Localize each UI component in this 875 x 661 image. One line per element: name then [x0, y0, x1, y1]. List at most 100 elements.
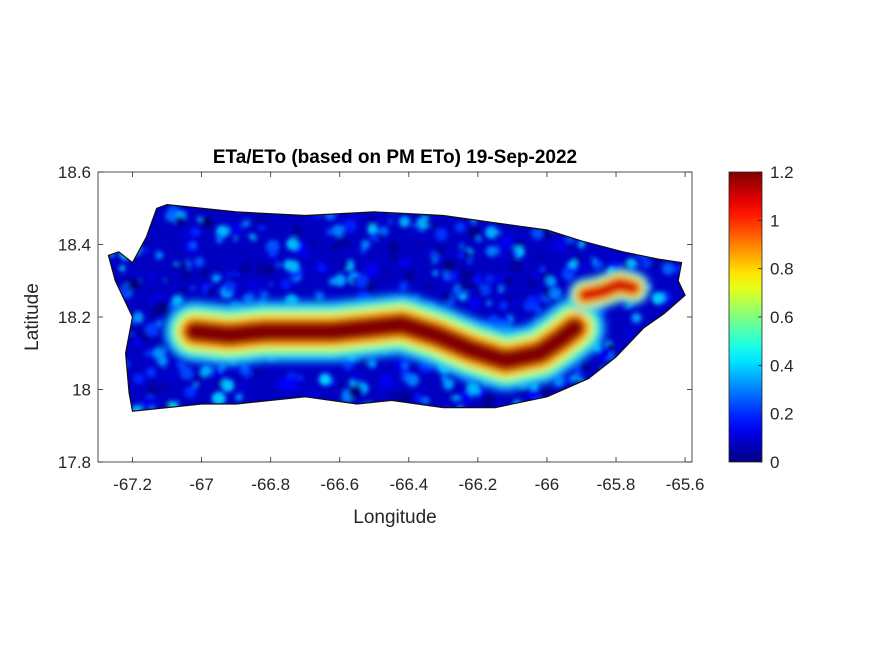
raster-cell [147, 286, 159, 297]
raster-cell [443, 392, 452, 401]
raster-cell [221, 379, 235, 392]
raster-cell [160, 386, 166, 393]
raster-cell [441, 292, 452, 303]
raster-cell [184, 386, 197, 399]
raster-cell [255, 262, 270, 277]
raster-cell [354, 273, 369, 288]
raster-cell [662, 262, 675, 275]
raster-cell [280, 279, 292, 290]
raster-cell [366, 214, 378, 226]
raster-cell [549, 287, 562, 300]
high-ratio-band [184, 314, 585, 371]
x-tick-label: -66.6 [320, 475, 359, 494]
raster-cell [215, 379, 222, 386]
raster-cell [319, 374, 331, 386]
island-outline [107, 203, 686, 412]
raster-cell [176, 396, 181, 401]
raster-cell [431, 223, 439, 230]
raster-cell [432, 270, 439, 276]
raster-cell [393, 378, 403, 388]
raster-cell [531, 226, 545, 240]
raster-cell [140, 279, 145, 284]
x-tick-label: -65.8 [597, 475, 636, 494]
raster-cell [213, 262, 223, 272]
raster-cell [193, 383, 199, 389]
raster-cell [162, 367, 170, 375]
raster-cell [251, 368, 261, 379]
raster-cell [580, 261, 589, 270]
high-ratio-band [578, 278, 640, 302]
raster-cell [172, 264, 177, 269]
raster-cell [288, 260, 300, 272]
raster-cell [399, 216, 411, 228]
raster-cell [268, 246, 278, 256]
raster-cell [485, 245, 497, 257]
raster-cell [389, 394, 395, 400]
raster-cell [244, 276, 255, 286]
raster-cell [201, 269, 209, 277]
raster-cell [579, 362, 590, 373]
raster-cell [239, 383, 247, 391]
raster-cell [215, 252, 222, 259]
raster-cell [200, 365, 212, 377]
raster-cell [390, 252, 396, 257]
y-tick-label: 18.2 [58, 308, 91, 327]
raster-cell [165, 278, 171, 283]
raster-cell [466, 381, 481, 396]
raster-cell [403, 270, 416, 282]
raster-cell [143, 247, 149, 253]
raster-cell [191, 371, 206, 386]
x-tick-label: -66.8 [251, 475, 290, 494]
chart-title: ETa/ETo (based on PM ETo) 19-Sep-2022 [213, 147, 577, 168]
raster-cell [498, 301, 508, 310]
high-ratio-layer [163, 267, 651, 392]
raster-cell [378, 386, 384, 392]
raster-cell [132, 312, 144, 324]
raster-cell [387, 242, 401, 255]
raster-cell [512, 250, 518, 256]
raster-cell [428, 258, 435, 264]
raster-cell [348, 385, 363, 399]
raster-cell [379, 226, 389, 236]
raster-cell [128, 331, 135, 338]
raster-cell [467, 257, 473, 263]
raster-cell [268, 282, 274, 287]
colorbar: 0 0.2 0.4 0.6 0.8 1 1.2 [728, 163, 794, 472]
raster-cell [472, 275, 483, 285]
raster-cell [443, 259, 456, 273]
raster-cell [511, 298, 518, 306]
raster-cell [411, 223, 417, 229]
raster-cell [474, 288, 483, 297]
colorbar-tick-label: 0.6 [770, 308, 794, 327]
x-tick-label: -65.6 [666, 475, 705, 494]
raster-cell [481, 393, 495, 407]
raster-cell [375, 266, 390, 281]
colorbar-gradient [728, 171, 763, 463]
raster-cell [211, 364, 220, 373]
raster-cell [162, 394, 171, 403]
raster-cell [440, 374, 449, 382]
raster-cell [336, 258, 349, 272]
raster-cell [333, 274, 347, 287]
raster-cell [155, 251, 164, 260]
raster-cell [376, 270, 381, 276]
x-tick-label: -66 [535, 475, 560, 494]
raster-cell [278, 378, 290, 390]
raster-cell [145, 322, 159, 337]
raster-cell [171, 294, 184, 307]
raster-cell [377, 233, 386, 242]
raster-cell [196, 216, 203, 223]
raster-cell [567, 279, 574, 285]
raster-cell [211, 274, 220, 283]
raster-cell [434, 228, 448, 241]
x-axis-label: Longitude [353, 507, 436, 528]
raster-cell [377, 218, 382, 223]
raster-cell [577, 240, 586, 249]
raster-cell [485, 226, 498, 239]
raster-cell [402, 362, 409, 370]
raster-cell [163, 383, 168, 388]
raster-cell [631, 312, 642, 324]
raster-cell [291, 277, 297, 283]
raster-cell [139, 332, 149, 343]
